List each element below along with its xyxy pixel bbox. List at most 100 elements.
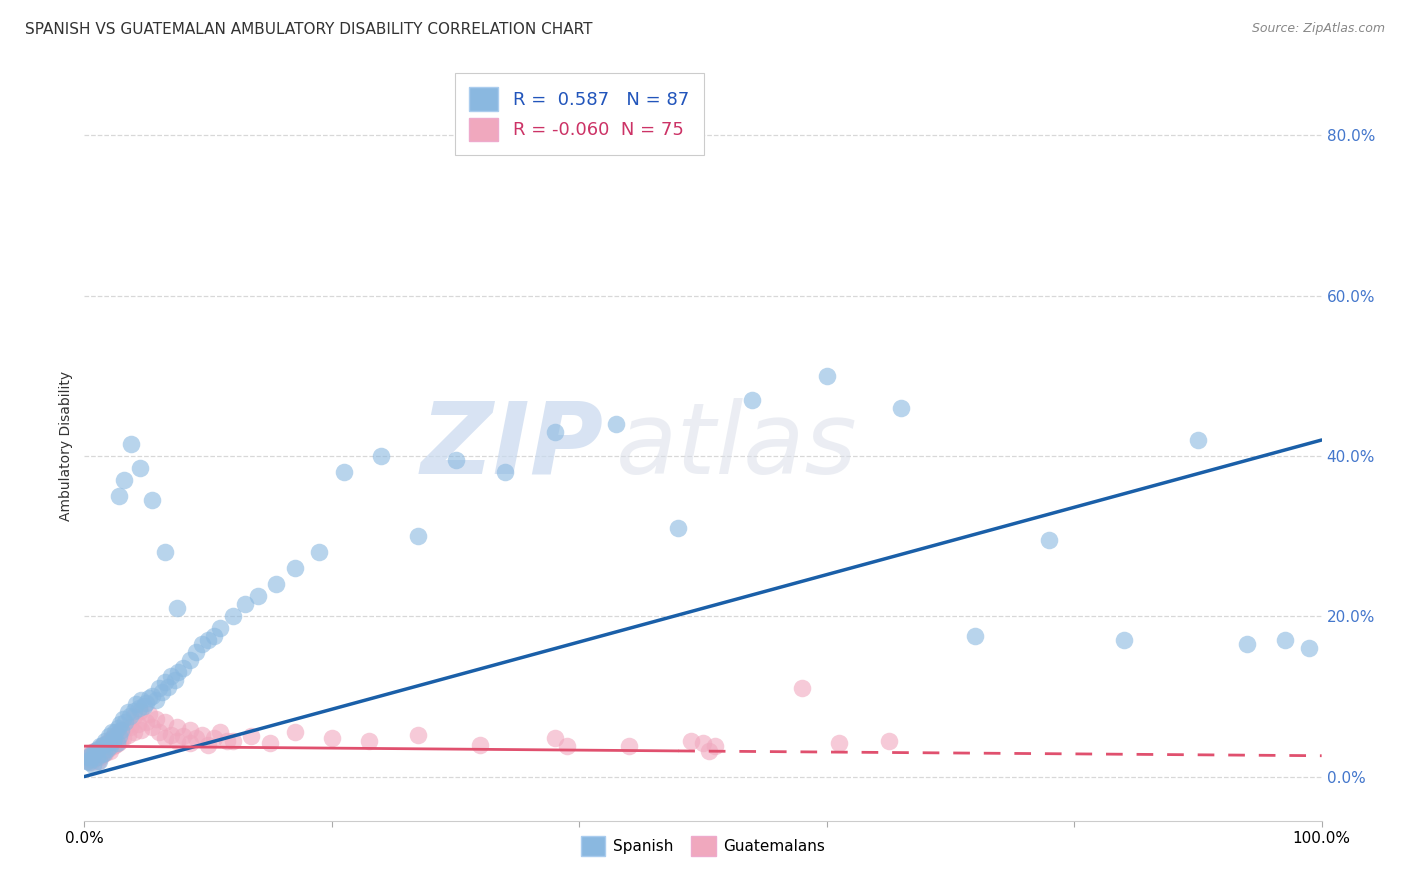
Point bbox=[90, 739, 112, 753]
Point bbox=[157, 680, 180, 694]
Point bbox=[179, 736, 201, 750]
Point bbox=[543, 731, 565, 745]
Point bbox=[111, 712, 134, 726]
Point bbox=[222, 609, 245, 624]
Point bbox=[704, 739, 727, 753]
Point bbox=[94, 733, 117, 747]
Point bbox=[100, 731, 122, 745]
Point bbox=[166, 733, 188, 747]
Point bbox=[84, 749, 107, 764]
Point bbox=[110, 717, 132, 731]
Point bbox=[308, 545, 330, 559]
Point bbox=[97, 736, 120, 750]
Point bbox=[110, 733, 132, 747]
Point bbox=[110, 723, 132, 737]
Point bbox=[679, 733, 702, 747]
Point bbox=[76, 749, 98, 764]
Text: ZIP: ZIP bbox=[420, 398, 605, 494]
Point bbox=[120, 437, 142, 451]
Point bbox=[408, 529, 430, 543]
Point bbox=[83, 747, 105, 761]
Point bbox=[89, 739, 111, 753]
Point bbox=[145, 712, 167, 726]
Point bbox=[202, 629, 225, 643]
Point bbox=[84, 744, 107, 758]
Point bbox=[79, 746, 101, 760]
Point bbox=[150, 685, 173, 699]
Point bbox=[111, 731, 134, 745]
Point bbox=[80, 746, 103, 760]
Point bbox=[96, 741, 118, 756]
Point bbox=[108, 489, 131, 503]
Point bbox=[666, 521, 689, 535]
Point bbox=[1236, 637, 1258, 651]
Point bbox=[125, 698, 148, 712]
Point bbox=[222, 733, 245, 747]
Point bbox=[107, 736, 129, 750]
Point bbox=[103, 730, 125, 744]
Point bbox=[141, 720, 163, 734]
Point bbox=[965, 629, 987, 643]
Point bbox=[128, 701, 150, 715]
Point bbox=[209, 621, 232, 635]
Point bbox=[1112, 633, 1135, 648]
Point bbox=[148, 681, 170, 696]
Point bbox=[179, 723, 201, 737]
Point bbox=[215, 733, 238, 747]
Point bbox=[333, 465, 356, 479]
Point bbox=[828, 736, 851, 750]
Text: Source: ZipAtlas.com: Source: ZipAtlas.com bbox=[1251, 22, 1385, 36]
Point bbox=[120, 720, 142, 734]
Point bbox=[1187, 433, 1209, 447]
Point bbox=[129, 693, 152, 707]
Point bbox=[148, 725, 170, 739]
Point bbox=[104, 725, 127, 739]
Point bbox=[105, 736, 128, 750]
Point bbox=[138, 691, 160, 706]
Point bbox=[172, 730, 194, 744]
Point bbox=[96, 736, 118, 750]
Point bbox=[172, 661, 194, 675]
Text: SPANISH VS GUATEMALAN AMBULATORY DISABILITY CORRELATION CHART: SPANISH VS GUATEMALAN AMBULATORY DISABIL… bbox=[25, 22, 593, 37]
Point bbox=[93, 746, 115, 760]
Point bbox=[135, 696, 157, 710]
Point bbox=[79, 755, 101, 769]
Point bbox=[101, 739, 124, 753]
Point bbox=[890, 401, 912, 415]
Point bbox=[160, 728, 183, 742]
Point bbox=[86, 749, 108, 764]
Point bbox=[86, 746, 108, 760]
Point bbox=[98, 744, 121, 758]
Point bbox=[100, 725, 122, 739]
Point bbox=[166, 720, 188, 734]
Point bbox=[105, 728, 128, 742]
Point bbox=[101, 733, 124, 747]
Point bbox=[135, 714, 157, 729]
Point bbox=[104, 738, 127, 752]
Point bbox=[145, 693, 167, 707]
Point bbox=[97, 741, 120, 756]
Point bbox=[240, 730, 263, 744]
Point bbox=[103, 731, 125, 745]
Point bbox=[153, 545, 176, 559]
Point bbox=[617, 739, 640, 753]
Point bbox=[184, 731, 207, 745]
Point bbox=[89, 749, 111, 764]
Point bbox=[141, 690, 163, 704]
Point bbox=[114, 714, 136, 729]
Point bbox=[202, 731, 225, 745]
Point bbox=[1274, 633, 1296, 648]
Point bbox=[90, 747, 112, 761]
Point bbox=[370, 449, 392, 463]
Point bbox=[132, 699, 155, 714]
Point bbox=[246, 589, 269, 603]
Point bbox=[91, 738, 114, 752]
Point bbox=[153, 714, 176, 729]
Point bbox=[408, 728, 430, 742]
Point bbox=[79, 752, 101, 766]
Point bbox=[98, 733, 121, 747]
Point bbox=[197, 738, 219, 752]
Point bbox=[94, 746, 117, 760]
Point bbox=[470, 738, 492, 752]
Point bbox=[163, 673, 186, 688]
